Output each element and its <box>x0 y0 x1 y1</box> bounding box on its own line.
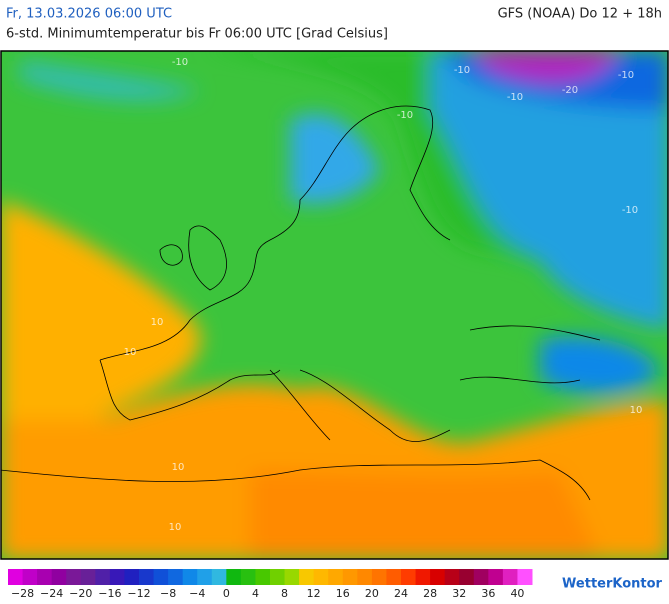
contour-labels: -10 -10 -20 -10 -10 -10 10 10 10 10 10 -10 <box>124 57 643 533</box>
legend-tick-label: 28 <box>423 587 437 600</box>
legend-swatch <box>95 569 111 585</box>
model: GFS (NOAA) Do 12 + 18h <box>498 7 662 22</box>
logo: WetterKontor <box>562 577 663 592</box>
legend-swatch <box>168 569 184 585</box>
legend-swatch <box>328 569 344 585</box>
legend-tick-label: −28 <box>11 587 34 600</box>
legend-tick-label: −8 <box>160 587 176 600</box>
legend-swatch <box>8 569 24 585</box>
legend-swatch <box>197 569 213 585</box>
contour-label: 10 <box>169 522 182 533</box>
legend-swatch <box>284 569 300 585</box>
contour-label: -10 <box>618 70 634 81</box>
legend-swatch <box>270 569 286 585</box>
legend-swatch <box>51 569 67 585</box>
legend-tick-label: −12 <box>127 587 150 600</box>
legend-swatch <box>342 569 358 585</box>
legend-swatch <box>240 569 256 585</box>
legend-swatch <box>488 569 504 585</box>
legend-swatch <box>226 569 242 585</box>
legend-swatch <box>299 569 315 585</box>
legend-tick-label: 20 <box>365 587 379 600</box>
legend-tick-label: −16 <box>98 587 121 600</box>
legend-swatch <box>66 569 82 585</box>
legend-swatch <box>459 569 475 585</box>
legend-swatch <box>357 569 373 585</box>
legend: −28 −24 −20 −16 −12 −8 −4 0 4 8 12 16 20 24 28 32 36 40 <box>8 569 533 600</box>
legend-tick-label: 0 <box>223 587 230 600</box>
legend-tick-label: 32 <box>452 587 466 600</box>
legend-swatch <box>80 569 96 585</box>
contour-label: -10 <box>397 110 413 121</box>
map-frame <box>0 50 669 560</box>
legend-swatch <box>473 569 489 585</box>
legend-tick-label: −4 <box>189 587 205 600</box>
contour-label: 10 <box>124 347 137 358</box>
legend-tick-label: 12 <box>307 587 321 600</box>
legend-swatch <box>153 569 169 585</box>
legend-tick-label: 16 <box>336 587 350 600</box>
legend-swatch <box>124 569 140 585</box>
legend-swatch <box>313 569 329 585</box>
contour-label: 10 <box>151 317 164 328</box>
contour-label: 10 <box>172 462 185 473</box>
legend-swatch <box>211 569 227 585</box>
legend-tick-label: −20 <box>69 587 92 600</box>
legend-swatch <box>182 569 198 585</box>
legend-swatch <box>255 569 271 585</box>
legend-swatch <box>386 569 402 585</box>
legend-swatch <box>37 569 53 585</box>
legend-swatch <box>444 569 460 585</box>
contour-label: -10 <box>454 65 470 76</box>
legend-tick-label: 24 <box>394 587 408 600</box>
contour-label: -10 <box>507 92 523 103</box>
contour-label: -20 <box>562 85 578 96</box>
legend-swatch <box>430 569 446 585</box>
subtitle: 6-std. Minimumtemperatur bis Fr 06:00 UT… <box>6 27 388 42</box>
contour-label: -10 <box>172 57 188 68</box>
legend-tick-label: 4 <box>252 587 259 600</box>
legend-swatch <box>109 569 125 585</box>
legend-tick-label: 40 <box>510 587 524 600</box>
legend-swatch <box>517 569 533 585</box>
legend-tick-label: 36 <box>481 587 495 600</box>
legend-swatch <box>415 569 431 585</box>
legend-swatch <box>502 569 518 585</box>
map <box>1 51 668 559</box>
legend-swatch <box>371 569 387 585</box>
legend-swatch <box>401 569 417 585</box>
legend-tick-label: 8 <box>281 587 288 600</box>
contour-label: 10 <box>630 405 643 416</box>
legend-swatch <box>139 569 155 585</box>
date: Fr, 13.03.2026 06:00 UTC <box>6 7 172 22</box>
contour-label: -10 <box>622 205 638 216</box>
legend-swatch <box>22 569 38 585</box>
legend-tick-label: −24 <box>40 587 63 600</box>
